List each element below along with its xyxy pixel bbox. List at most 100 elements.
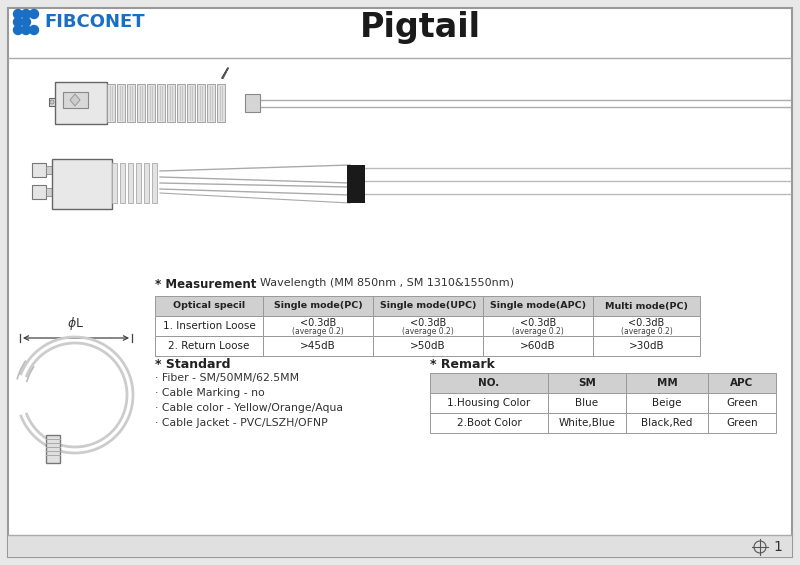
- Bar: [263, 296, 373, 316]
- Text: (average 0.2): (average 0.2): [292, 327, 344, 336]
- Text: * Standard: * Standard: [155, 358, 230, 371]
- Circle shape: [30, 10, 38, 19]
- Bar: [548, 413, 626, 433]
- Bar: [112, 163, 117, 203]
- Bar: [245, 94, 260, 112]
- Bar: [107, 84, 115, 122]
- Bar: [197, 84, 205, 122]
- Bar: [63, 92, 88, 108]
- Bar: [147, 84, 155, 122]
- Text: Black,Red: Black,Red: [642, 418, 693, 428]
- Text: Pigtail: Pigtail: [359, 11, 481, 44]
- Text: FIBCONET: FIBCONET: [44, 13, 145, 31]
- Bar: [430, 373, 548, 393]
- Bar: [430, 413, 548, 433]
- Text: >30dB: >30dB: [629, 341, 664, 351]
- Text: <0.3dB: <0.3dB: [410, 318, 446, 328]
- Text: 2.Boot Color: 2.Boot Color: [457, 418, 522, 428]
- Bar: [155, 336, 263, 356]
- Text: · Cable color - Yellow/Orange/Aqua: · Cable color - Yellow/Orange/Aqua: [155, 403, 343, 413]
- Text: 2. Return Loose: 2. Return Loose: [168, 341, 250, 351]
- Bar: [177, 84, 185, 122]
- Bar: [548, 373, 626, 393]
- Text: <0.3dB: <0.3dB: [300, 318, 336, 328]
- Bar: [55, 82, 107, 124]
- Bar: [593, 316, 700, 336]
- Bar: [157, 84, 165, 122]
- Text: <0.3dB: <0.3dB: [520, 318, 556, 328]
- Circle shape: [22, 10, 30, 19]
- Bar: [46, 188, 52, 196]
- Bar: [626, 413, 708, 433]
- Bar: [483, 316, 593, 336]
- Text: 1.Housing Color: 1.Housing Color: [447, 398, 530, 408]
- Bar: [144, 163, 149, 203]
- Text: · Cable Marking - no: · Cable Marking - no: [155, 388, 265, 398]
- Text: $\phi$L: $\phi$L: [67, 315, 85, 332]
- Polygon shape: [70, 94, 80, 106]
- Text: SM: SM: [578, 378, 596, 388]
- Text: (average 0.2): (average 0.2): [402, 327, 454, 336]
- Text: APC: APC: [730, 378, 754, 388]
- Bar: [155, 296, 263, 316]
- Circle shape: [14, 10, 22, 19]
- Bar: [347, 165, 365, 203]
- Bar: [263, 316, 373, 336]
- Text: * Remark: * Remark: [430, 358, 495, 371]
- Text: · Fiber - SM/50MM/62.5MM: · Fiber - SM/50MM/62.5MM: [155, 373, 299, 383]
- Text: (average 0.2): (average 0.2): [512, 327, 564, 336]
- Bar: [548, 393, 626, 413]
- Bar: [152, 163, 157, 203]
- Bar: [137, 84, 145, 122]
- Text: 1: 1: [774, 540, 782, 554]
- Text: Beige: Beige: [652, 398, 682, 408]
- Bar: [32, 163, 46, 177]
- Text: 1. Insertion Loose: 1. Insertion Loose: [162, 321, 255, 331]
- Text: Green: Green: [726, 398, 758, 408]
- Text: White,Blue: White,Blue: [558, 418, 615, 428]
- Circle shape: [22, 25, 30, 34]
- Bar: [46, 166, 52, 174]
- Text: >60dB: >60dB: [520, 341, 556, 351]
- Circle shape: [14, 18, 22, 27]
- Text: Single mode(PC): Single mode(PC): [274, 302, 362, 311]
- Text: Optical specil: Optical specil: [173, 302, 245, 311]
- Bar: [593, 296, 700, 316]
- Text: >50dB: >50dB: [410, 341, 446, 351]
- Text: NO.: NO.: [478, 378, 500, 388]
- Text: Green: Green: [726, 418, 758, 428]
- Bar: [373, 336, 483, 356]
- Bar: [32, 185, 46, 199]
- Text: MM: MM: [657, 378, 678, 388]
- Bar: [167, 84, 175, 122]
- Bar: [708, 413, 776, 433]
- Bar: [483, 296, 593, 316]
- Bar: [207, 84, 215, 122]
- Bar: [127, 84, 135, 122]
- Bar: [217, 84, 225, 122]
- Text: · Cable Jacket - PVC/LSZH/OFNP: · Cable Jacket - PVC/LSZH/OFNP: [155, 418, 328, 428]
- Bar: [263, 336, 373, 356]
- Bar: [46, 435, 60, 463]
- Bar: [117, 84, 125, 122]
- Circle shape: [30, 25, 38, 34]
- Bar: [708, 393, 776, 413]
- Circle shape: [50, 100, 54, 104]
- Text: Blue: Blue: [575, 398, 598, 408]
- Bar: [593, 336, 700, 356]
- Bar: [8, 535, 792, 557]
- Text: >45dB: >45dB: [300, 341, 336, 351]
- Bar: [49, 98, 55, 106]
- Text: Single mode(APC): Single mode(APC): [490, 302, 586, 311]
- Bar: [155, 316, 263, 336]
- Text: Multi mode(PC): Multi mode(PC): [605, 302, 688, 311]
- Bar: [136, 163, 141, 203]
- Text: * Measurement: * Measurement: [155, 278, 256, 291]
- Text: Single mode(UPC): Single mode(UPC): [380, 302, 476, 311]
- Bar: [626, 393, 708, 413]
- Bar: [373, 296, 483, 316]
- Text: (average 0.2): (average 0.2): [621, 327, 672, 336]
- Bar: [483, 336, 593, 356]
- Bar: [120, 163, 125, 203]
- Bar: [128, 163, 133, 203]
